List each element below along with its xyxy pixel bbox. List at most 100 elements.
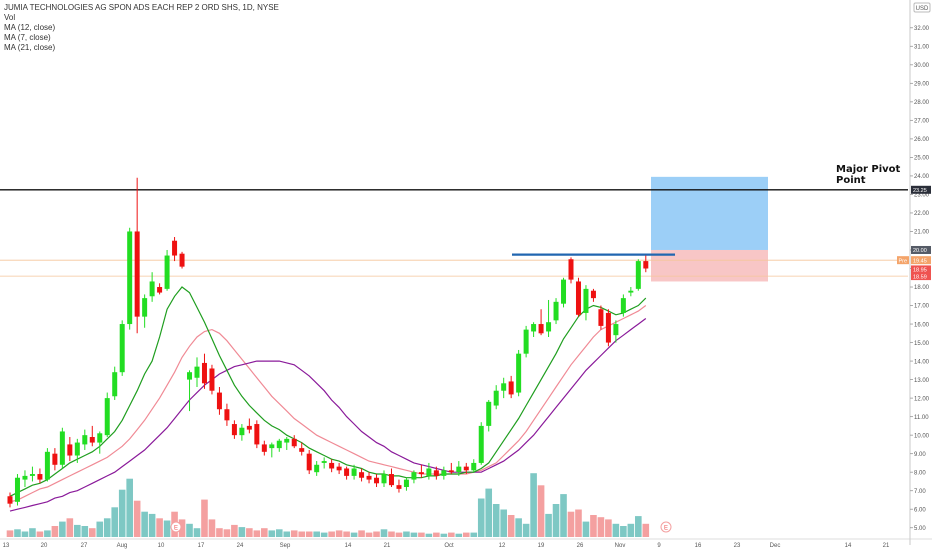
price-tick-label: 26.00 — [914, 137, 930, 143]
volume-bar — [36, 531, 44, 537]
volume-bar — [350, 532, 358, 537]
volume-bar — [201, 499, 208, 537]
candle-body — [598, 309, 604, 326]
candle-body — [246, 425, 252, 430]
candle-body — [463, 466, 469, 471]
volume-bar — [627, 523, 635, 537]
candle-body — [291, 438, 297, 447]
stop-price-tag: 18.59 — [913, 274, 927, 280]
candle-body — [37, 474, 43, 480]
volume-bar — [231, 524, 238, 537]
volume-bar — [186, 523, 193, 537]
volume-bar — [358, 530, 365, 537]
candle-body — [501, 383, 507, 391]
candle-body — [516, 353, 522, 393]
candle-body — [67, 444, 73, 456]
volume-bar — [103, 518, 111, 537]
ma12-line — [9, 305, 647, 503]
price-tick-label: 5.00 — [914, 526, 926, 532]
price-tick-label: 15.00 — [914, 341, 930, 347]
candle-body — [22, 475, 28, 480]
time-tick-label: 23 — [734, 543, 741, 549]
volume-bar — [223, 529, 231, 537]
volume-bar — [492, 504, 500, 537]
candle-body — [187, 372, 193, 380]
pre-badge-bg — [897, 256, 909, 265]
pre-badge: Pre — [899, 258, 908, 264]
volume-bar — [575, 509, 582, 537]
candle-body — [142, 298, 148, 317]
volume-bar — [522, 523, 530, 537]
candle-body — [531, 324, 537, 332]
candle-body — [216, 392, 222, 410]
current-price-tag: 19.45 — [913, 258, 927, 264]
volume-bar — [462, 532, 470, 537]
candle-body — [261, 444, 267, 452]
ma7-label: MA (7, close) — [4, 33, 51, 42]
price-tick-label: 11.00 — [914, 415, 929, 421]
candle-body — [74, 442, 80, 456]
ma21-label: MA (21, close) — [4, 43, 56, 52]
candle-body — [359, 472, 365, 478]
volume-bar — [208, 519, 216, 537]
volume-bar — [507, 515, 515, 537]
volume-bar — [246, 528, 253, 537]
candle-body — [201, 362, 207, 384]
time-tick-label: 24 — [237, 543, 244, 549]
currency-box — [913, 2, 931, 13]
stop-price-tag-bg — [911, 272, 931, 281]
candle-body — [97, 433, 103, 443]
volume-bar — [418, 532, 425, 537]
volume-bar — [433, 532, 440, 537]
time-tick-label: 9 — [657, 543, 661, 549]
volume-bar — [163, 520, 171, 537]
volume-bar — [642, 523, 650, 537]
candle-body — [441, 470, 447, 476]
candle-body — [590, 290, 596, 299]
price-tick-label: 16.00 — [914, 322, 930, 328]
candle-body — [231, 424, 237, 436]
volume-bar — [635, 516, 642, 537]
volume-bar — [448, 532, 455, 537]
price-tick-label: 31.00 — [914, 44, 930, 50]
volume-bar — [74, 524, 81, 537]
price-tick-label: 17.00 — [914, 304, 930, 310]
candle-body — [157, 287, 163, 293]
time-tick-label: Sep — [280, 543, 291, 549]
candle-body — [568, 259, 574, 280]
volume-bar — [395, 532, 403, 537]
candle-body — [351, 468, 357, 476]
earnings-marker — [170, 521, 182, 533]
time-tick-label: 27 — [81, 543, 88, 549]
volume-bar — [403, 531, 410, 537]
volume-bar — [365, 532, 373, 537]
time-tick-label: 19 — [538, 543, 545, 549]
candle-body — [194, 366, 200, 378]
close-price-tag-bg — [911, 265, 931, 274]
candle-body — [7, 496, 13, 504]
time-tick-label: 13 — [3, 543, 10, 549]
volume-bar — [96, 521, 104, 537]
volume-bar — [410, 532, 418, 537]
volume-bar — [455, 533, 463, 537]
time-tick-label: Dec — [770, 543, 781, 549]
candle-series — [7, 177, 649, 508]
volume-bar — [567, 511, 575, 537]
volume-bar — [29, 528, 36, 537]
time-tick-label: Aug — [117, 543, 128, 549]
time-tick-label: Oct — [444, 543, 454, 549]
time-tick-label: 26 — [577, 543, 584, 549]
candle-body — [89, 437, 95, 443]
time-tick-label: 21 — [384, 543, 391, 549]
time-tick-label: 17 — [198, 543, 205, 549]
close-price-tag: 18.95 — [913, 268, 927, 274]
volume-bar — [81, 526, 89, 537]
volume-bar — [500, 509, 507, 537]
candle-body — [209, 368, 215, 391]
volume-bar — [552, 504, 560, 537]
target-zone — [651, 176, 768, 250]
candle-body — [628, 290, 634, 293]
volume-bar — [477, 498, 485, 537]
price-tick-label: 25.00 — [914, 156, 930, 162]
